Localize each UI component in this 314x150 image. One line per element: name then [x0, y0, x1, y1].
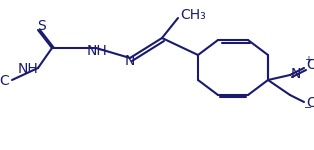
- Text: CH₃: CH₃: [180, 8, 206, 22]
- Text: NH: NH: [87, 44, 107, 58]
- Text: NH: NH: [17, 62, 38, 76]
- Text: H₃C: H₃C: [0, 74, 10, 88]
- Text: +: +: [304, 55, 312, 65]
- Text: N: N: [291, 67, 301, 81]
- Text: O: O: [306, 58, 314, 72]
- Text: S: S: [38, 19, 46, 33]
- Text: N: N: [125, 54, 135, 68]
- Text: −: −: [304, 103, 312, 113]
- Text: O: O: [306, 96, 314, 110]
